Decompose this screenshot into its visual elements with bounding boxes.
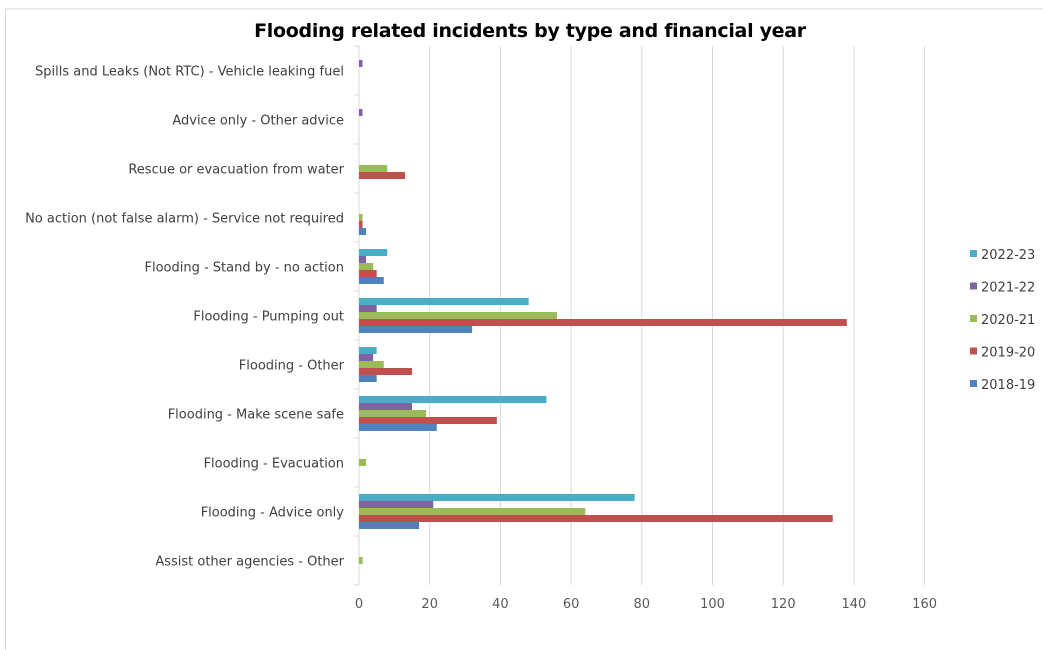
bar — [359, 375, 377, 382]
bar — [359, 305, 377, 312]
x-tick-label: 60 — [563, 597, 580, 612]
bar — [359, 312, 557, 319]
category-label: Flooding - Make scene safe — [168, 408, 344, 423]
legend-label: 2018-19 — [981, 378, 1035, 393]
category-label: Flooding - Evacuation — [204, 457, 344, 472]
legend-swatch — [970, 347, 977, 355]
category-label: Flooding - Pumping out — [193, 310, 344, 325]
x-tick-label: 80 — [634, 597, 651, 612]
bar — [359, 354, 374, 361]
bar — [359, 277, 384, 284]
bar — [359, 508, 586, 515]
bar — [359, 410, 427, 417]
category-label: Advice only - Other advice — [172, 114, 344, 129]
bar — [359, 361, 384, 368]
bar — [359, 214, 363, 221]
bar — [359, 228, 367, 235]
bar — [359, 263, 374, 270]
legend-swatch — [970, 315, 977, 322]
bar — [359, 403, 413, 410]
legend-swatch — [970, 250, 977, 257]
category-label: Flooding - Advice only — [201, 506, 345, 521]
x-tick-label: 0 — [355, 597, 363, 612]
x-tick-label: 40 — [492, 597, 509, 612]
legend-label: 2021-22 — [981, 281, 1035, 296]
bar — [359, 347, 377, 354]
category-label: No action (not false alarm) - Service no… — [25, 212, 344, 227]
bar — [359, 256, 367, 263]
bar — [359, 165, 388, 172]
bar — [359, 221, 363, 228]
bar — [359, 459, 367, 466]
x-tick-label: 160 — [912, 597, 937, 612]
category-label: Rescue or evacuation from water — [128, 163, 344, 178]
bar — [359, 298, 529, 305]
bar — [359, 424, 437, 431]
legend-swatch — [970, 380, 977, 387]
bar — [359, 60, 363, 67]
legend-label: 2022-23 — [981, 248, 1035, 263]
bar — [359, 494, 635, 501]
bar — [359, 522, 420, 529]
x-tick-label: 20 — [421, 597, 438, 612]
bar — [359, 417, 497, 424]
legend-swatch — [970, 282, 977, 290]
category-label: Assist other agencies - Other — [155, 555, 344, 570]
chart-title: Flooding related incidents by type and f… — [254, 20, 806, 42]
legend-label: 2019-20 — [981, 346, 1035, 361]
x-tick-label: 100 — [700, 597, 725, 612]
bar — [359, 326, 473, 333]
legend-label: 2020-21 — [981, 313, 1035, 328]
bar — [359, 501, 434, 508]
bar — [359, 270, 377, 277]
bar — [359, 109, 363, 116]
bar — [359, 249, 388, 256]
bar — [359, 172, 405, 179]
bar — [359, 396, 547, 403]
bar — [359, 557, 363, 564]
bar — [359, 368, 413, 375]
x-tick-label: 140 — [841, 597, 866, 612]
bar — [359, 319, 847, 326]
category-label: Spills and Leaks (Not RTC) - Vehicle lea… — [35, 65, 344, 80]
x-tick-label: 120 — [771, 597, 796, 612]
category-label: Flooding - Stand by - no action — [145, 261, 345, 276]
bar — [359, 515, 833, 522]
category-label: Flooding - Other — [239, 359, 345, 374]
